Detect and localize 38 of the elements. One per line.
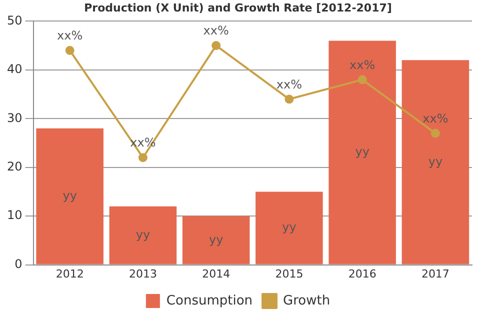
y-tick-label: 10 — [6, 208, 22, 222]
bar — [256, 192, 323, 264]
bar — [182, 216, 250, 264]
legend-label: Consumption — [166, 293, 253, 308]
x-tick-label: 2017 — [421, 267, 450, 280]
data-label: xx% — [57, 28, 83, 43]
x-tick-label: 2014 — [202, 267, 230, 280]
chart-title: Production (X Unit) and Growth Rate [2012-2017] — [84, 1, 392, 14]
x-tick-label: 2016 — [348, 267, 376, 280]
bar — [36, 128, 104, 264]
point — [358, 75, 367, 84]
point — [430, 128, 440, 138]
data-label: yy — [355, 144, 370, 159]
x-tick-label: 2015 — [275, 267, 304, 280]
data-label: yy — [282, 220, 296, 234]
point — [65, 46, 74, 55]
point — [138, 153, 148, 162]
point — [212, 41, 221, 50]
data-label: xx% — [203, 24, 229, 38]
bar — [328, 40, 396, 264]
data-label: yy — [208, 232, 224, 246]
data-label: xx% — [350, 58, 376, 72]
x-tick-label: 2012 — [56, 267, 84, 280]
y-tick-label: 30 — [6, 110, 22, 125]
y-tick-label: 20 — [6, 159, 22, 174]
data-label: xx% — [276, 77, 302, 92]
y-tick-label: 0 — [14, 256, 22, 271]
legend-label: Growth — [283, 293, 330, 308]
point — [284, 94, 294, 104]
data-label: xx% — [422, 111, 448, 126]
bar — [402, 60, 470, 264]
bar — [109, 206, 177, 264]
y-tick-label: 40 — [6, 62, 22, 76]
data-label: yy — [428, 154, 443, 168]
y-tick-label: 50 — [6, 13, 22, 28]
data-label: yy — [136, 227, 150, 242]
data-label: yy — [62, 188, 77, 202]
x-tick-label: 2013 — [128, 267, 157, 280]
